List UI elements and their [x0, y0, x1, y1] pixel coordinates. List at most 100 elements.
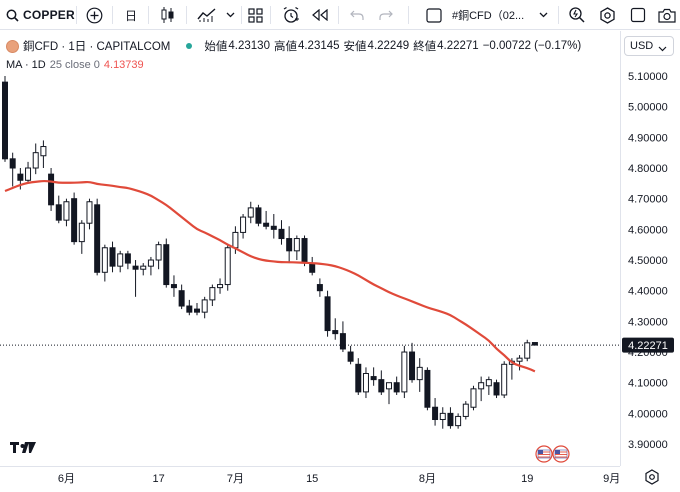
candle-body-up — [224, 247, 231, 286]
chevron-down-icon — [658, 43, 667, 55]
candle — [255, 204, 262, 227]
snapshot-button[interactable] — [657, 0, 677, 30]
candle-body-down — [94, 204, 101, 273]
low-label: 安値 — [343, 41, 367, 53]
candle-body-down — [17, 173, 24, 181]
candle-body-down — [48, 173, 55, 206]
legend-main[interactable]: 銅CFD · 1日 · CAPITALCOM 始値 4.23130 高値 4.2… — [6, 38, 581, 54]
alert-button[interactable] — [281, 0, 301, 30]
add-symbol-button[interactable] — [84, 0, 104, 30]
candle — [240, 214, 247, 239]
toolbar-divider — [558, 6, 559, 24]
ma-name: MA · 1D — [6, 59, 46, 71]
candle — [147, 256, 154, 276]
candle — [78, 220, 85, 254]
rectangle-icon — [426, 7, 442, 23]
replay-button[interactable] — [311, 0, 329, 30]
fullscreen-button[interactable] — [628, 0, 648, 30]
tradingview-logo-icon[interactable] — [10, 442, 36, 453]
candle-body-up — [516, 357, 523, 362]
currency-selector[interactable]: USD — [624, 36, 674, 56]
candle-body-down — [409, 351, 416, 381]
toolbar-divider — [338, 6, 339, 24]
candle — [217, 278, 224, 294]
low-value: 4.22249 — [367, 40, 410, 52]
candle — [309, 256, 316, 276]
candle — [2, 76, 8, 162]
search-icon — [6, 9, 19, 22]
candle-body-down — [109, 247, 116, 267]
chart-settings-icon[interactable] — [645, 469, 659, 485]
candle — [531, 342, 538, 346]
candle-body-down — [2, 81, 8, 160]
price-tick-label: 4.90000 — [628, 132, 668, 144]
price-tick-label: 4.00000 — [628, 408, 668, 420]
candle-body-up — [117, 253, 124, 267]
bar-style-button[interactable] — [158, 0, 178, 30]
fullscreen-icon — [630, 7, 646, 23]
candle — [170, 275, 177, 297]
candle-body-up — [217, 284, 224, 289]
candle — [478, 376, 485, 402]
candle-body-down — [263, 222, 270, 227]
time-tick-label: 8月 — [419, 473, 436, 485]
candle-body-down — [124, 253, 131, 264]
candle — [493, 379, 500, 399]
time-axis[interactable]: 6月 17 7月 15 8月 19 9月 — [58, 473, 620, 485]
candle-body-up — [501, 363, 508, 396]
toolbar-divider — [186, 6, 187, 24]
candle — [178, 284, 185, 310]
price-tick-label: 4.40000 — [628, 286, 668, 298]
candle-body-up — [293, 238, 300, 252]
layout-button[interactable] — [246, 0, 264, 30]
candle — [332, 318, 339, 340]
indicators-menu-toggle[interactable] — [224, 0, 236, 30]
candle — [71, 192, 78, 245]
symbol-name: COPPER — [23, 8, 75, 22]
compare-menu-toggle[interactable] — [536, 0, 550, 30]
candle-body-down — [178, 290, 185, 307]
candle-body-down — [55, 204, 62, 221]
candle-body-up — [63, 201, 70, 221]
economic-event-icon[interactable] — [552, 445, 570, 463]
currency-label: USD — [630, 40, 654, 52]
price-axis[interactable]: 5.10000 5.00000 4.90000 4.80000 4.70000 4.600… — [628, 71, 668, 451]
candle — [247, 201, 254, 224]
rectangle-tool-button[interactable] — [424, 0, 444, 30]
candle-body-up — [78, 222, 85, 243]
toolbar-divider — [112, 6, 113, 24]
candle-body-up — [416, 366, 423, 381]
candle — [516, 355, 523, 371]
redo-button[interactable] — [377, 0, 395, 30]
quick-search-button[interactable] — [566, 0, 588, 30]
toolbar-divider — [408, 6, 409, 24]
candle — [25, 161, 32, 184]
candle — [163, 238, 170, 288]
last-price-label: 4.22271 — [628, 340, 668, 352]
candle — [124, 250, 131, 270]
candle-body-up — [247, 207, 254, 218]
candle — [48, 168, 55, 211]
legend-indicator[interactable]: MA · 1D 25 close 0 4.13739 — [6, 57, 144, 73]
indicators-button[interactable] — [196, 0, 218, 30]
undo-button[interactable] — [348, 0, 366, 30]
economic-event-icon[interactable] — [535, 445, 553, 463]
candle-body-up — [25, 167, 32, 181]
indicators-icon — [197, 7, 217, 23]
candle-body-up — [232, 231, 239, 249]
candle — [393, 376, 400, 395]
chevron-down-icon — [539, 12, 548, 18]
candle — [201, 296, 208, 319]
interval-button[interactable]: 日 — [124, 8, 137, 23]
candle — [301, 235, 308, 267]
compare-symbol-button[interactable]: #銅CFD（02... — [452, 0, 532, 30]
settings-button[interactable] — [597, 0, 617, 30]
candle-body-up — [524, 342, 531, 359]
toolbar-divider — [270, 6, 271, 24]
symbol-search-button[interactable]: COPPER — [6, 0, 75, 30]
candle-body-up — [485, 379, 492, 387]
candle — [209, 284, 216, 307]
candle — [94, 198, 101, 276]
candle-body-up — [201, 299, 208, 313]
